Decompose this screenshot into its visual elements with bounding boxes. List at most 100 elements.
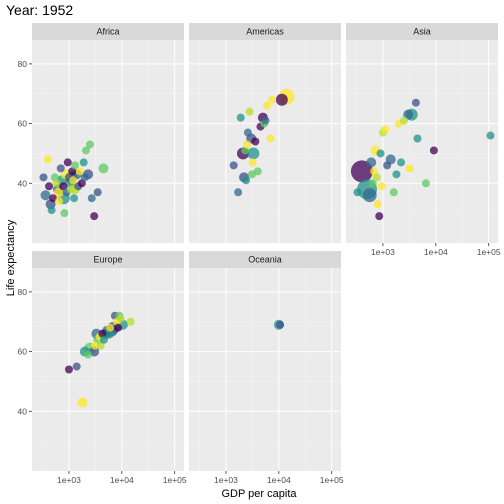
data-point	[421, 179, 430, 188]
data-point	[362, 188, 377, 203]
data-point	[368, 179, 377, 188]
data-point	[413, 134, 422, 143]
y-tick-label: 40	[18, 406, 28, 416]
y-tick-label: 60	[18, 119, 28, 129]
x-tick-label: 1e+04	[424, 247, 448, 257]
data-point	[67, 185, 76, 194]
data-point	[253, 167, 262, 176]
data-point	[87, 194, 96, 203]
data-point	[64, 365, 73, 374]
facet-strip	[346, 23, 498, 40]
data-point	[375, 212, 384, 221]
facet-strip-label: Africa	[96, 27, 119, 37]
panel-background	[32, 268, 184, 471]
data-point	[77, 397, 88, 408]
data-point	[242, 140, 251, 149]
data-point	[106, 323, 115, 332]
x-axis-title: GDP per capita	[221, 488, 297, 500]
data-point	[49, 194, 58, 203]
data-point	[40, 190, 51, 201]
data-point	[96, 341, 105, 350]
data-point	[116, 314, 125, 323]
x-tick-label: 1e+03	[371, 247, 395, 257]
data-point	[43, 155, 52, 164]
data-point	[377, 182, 386, 191]
data-point	[47, 206, 56, 215]
panel-background	[32, 40, 184, 243]
y-tick-label: 80	[18, 59, 28, 69]
data-point	[242, 176, 251, 185]
data-point	[276, 320, 285, 329]
data-point	[55, 197, 64, 206]
y-tick-label: 60	[18, 347, 28, 357]
chart-title: Year: 1952	[6, 2, 73, 18]
x-tick-label: 1e+03	[57, 475, 81, 485]
data-point	[85, 140, 94, 149]
data-point	[93, 188, 102, 197]
data-point	[81, 146, 90, 155]
data-point	[372, 173, 381, 182]
data-point	[45, 182, 54, 191]
data-point	[70, 194, 79, 203]
data-point	[114, 323, 123, 332]
data-point	[248, 158, 257, 167]
data-point	[266, 134, 275, 143]
data-point	[389, 188, 398, 197]
data-point	[243, 128, 252, 137]
facet-strip-label: Europe	[93, 255, 122, 265]
data-point	[56, 164, 65, 173]
data-point	[381, 125, 390, 134]
data-point	[370, 167, 379, 176]
x-tick-label: 1e+03	[214, 475, 238, 485]
panel-background	[189, 40, 341, 243]
x-tick-label: 1e+05	[320, 475, 344, 485]
data-point	[126, 317, 135, 326]
data-point	[99, 335, 108, 344]
y-tick-label: 40	[18, 178, 28, 188]
data-point	[84, 350, 93, 359]
data-point	[350, 160, 373, 183]
data-point	[80, 173, 89, 182]
facet-europe: Europe 40 60 80 1e+03 1e+04 1e+05	[18, 251, 187, 485]
data-point	[275, 93, 288, 106]
x-tick-label: 1e+04	[110, 475, 134, 485]
data-point	[353, 188, 362, 197]
data-point	[79, 158, 88, 167]
data-point	[247, 147, 260, 160]
y-tick-label: 80	[18, 287, 28, 297]
data-point	[392, 170, 401, 179]
data-point	[75, 167, 84, 176]
data-point	[376, 149, 385, 158]
data-point	[229, 161, 238, 170]
facet-asia: Asia 1e+03 1e+04 1e+05	[346, 23, 501, 257]
data-point	[72, 362, 81, 371]
data-point	[52, 179, 61, 188]
facet-strip-label: Oceania	[248, 255, 282, 265]
data-point	[397, 158, 406, 167]
data-point	[261, 116, 270, 125]
facet-americas: Americas	[189, 23, 341, 243]
facet-strip	[189, 23, 341, 40]
data-point	[70, 161, 79, 170]
data-point	[236, 113, 245, 122]
data-point	[251, 137, 260, 146]
facet-strip-label: Americas	[246, 27, 284, 37]
data-point	[98, 163, 109, 174]
data-point	[383, 161, 392, 170]
data-point	[411, 98, 420, 107]
facet-strip	[189, 251, 341, 268]
data-point	[63, 158, 72, 167]
x-tick-label: 1e+05	[477, 247, 501, 257]
data-point	[245, 107, 254, 116]
facet-strip	[32, 23, 184, 40]
facet-africa: Africa 40 60 80	[18, 23, 184, 243]
facet-oceania: Oceania 1e+03 1e+04 1e+05	[189, 251, 344, 485]
x-tick-label: 1e+05	[163, 475, 187, 485]
data-point	[373, 200, 382, 209]
data-point	[77, 179, 86, 188]
data-point	[39, 173, 48, 182]
data-point	[486, 131, 495, 140]
data-point	[366, 157, 377, 168]
